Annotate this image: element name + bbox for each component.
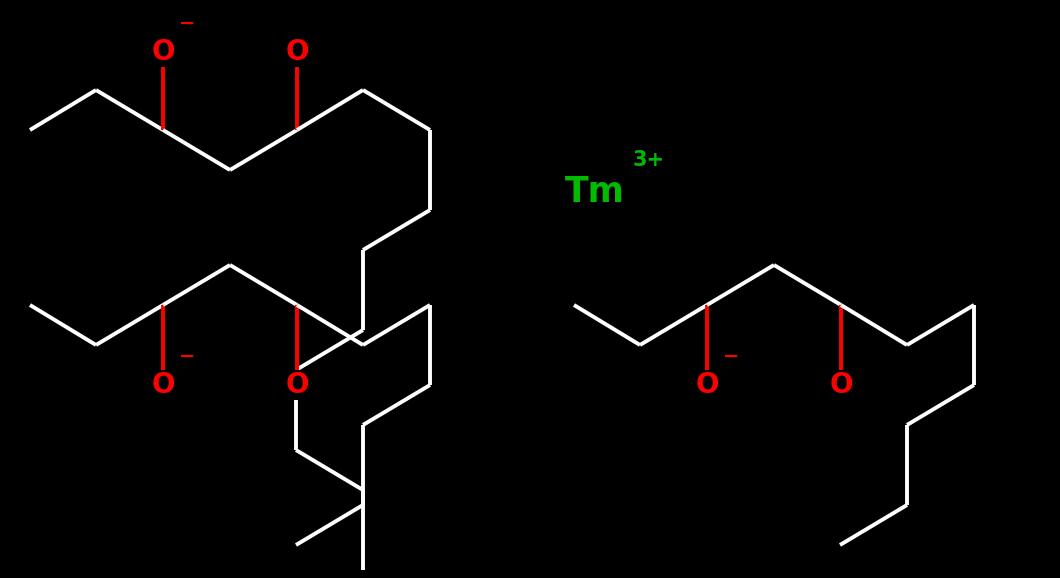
Text: −: − — [178, 346, 195, 365]
Text: O: O — [829, 371, 852, 399]
Text: Tm: Tm — [565, 175, 625, 209]
Text: O: O — [152, 371, 175, 399]
Text: O: O — [285, 371, 308, 399]
Text: −: − — [178, 13, 195, 32]
Text: O: O — [695, 371, 719, 399]
Text: 3+: 3+ — [633, 150, 665, 170]
Text: O: O — [152, 38, 175, 66]
Text: O: O — [285, 38, 308, 66]
Text: −: − — [723, 346, 739, 365]
